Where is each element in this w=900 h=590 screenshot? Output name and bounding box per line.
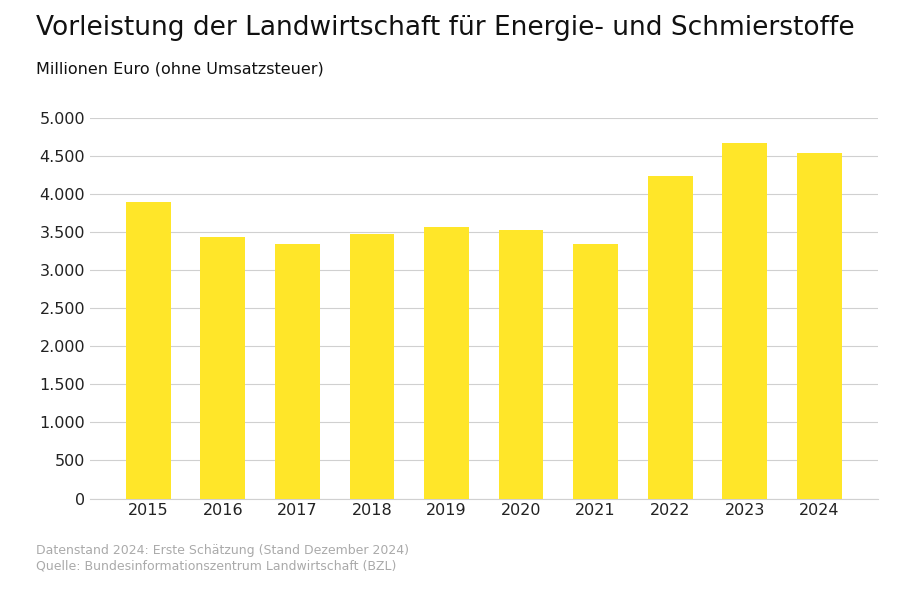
Bar [424,227,469,499]
Bar [573,244,618,499]
Bar [126,202,170,499]
Bar [499,230,544,499]
Text: Vorleistung der Landwirtschaft für Energie- und Schmierstoffe: Vorleistung der Landwirtschaft für Energ… [36,15,855,41]
Bar [201,238,245,499]
Bar [274,244,320,499]
Text: Datenstand 2024: Erste Schätzung (Stand Dezember 2024)
Quelle: Bundesinformation: Datenstand 2024: Erste Schätzung (Stand … [36,545,409,572]
Bar [797,153,842,499]
Bar [723,143,767,499]
Bar [648,176,693,499]
Bar [349,234,394,499]
Text: Millionen Euro (ohne Umsatzsteuer): Millionen Euro (ohne Umsatzsteuer) [36,62,324,77]
